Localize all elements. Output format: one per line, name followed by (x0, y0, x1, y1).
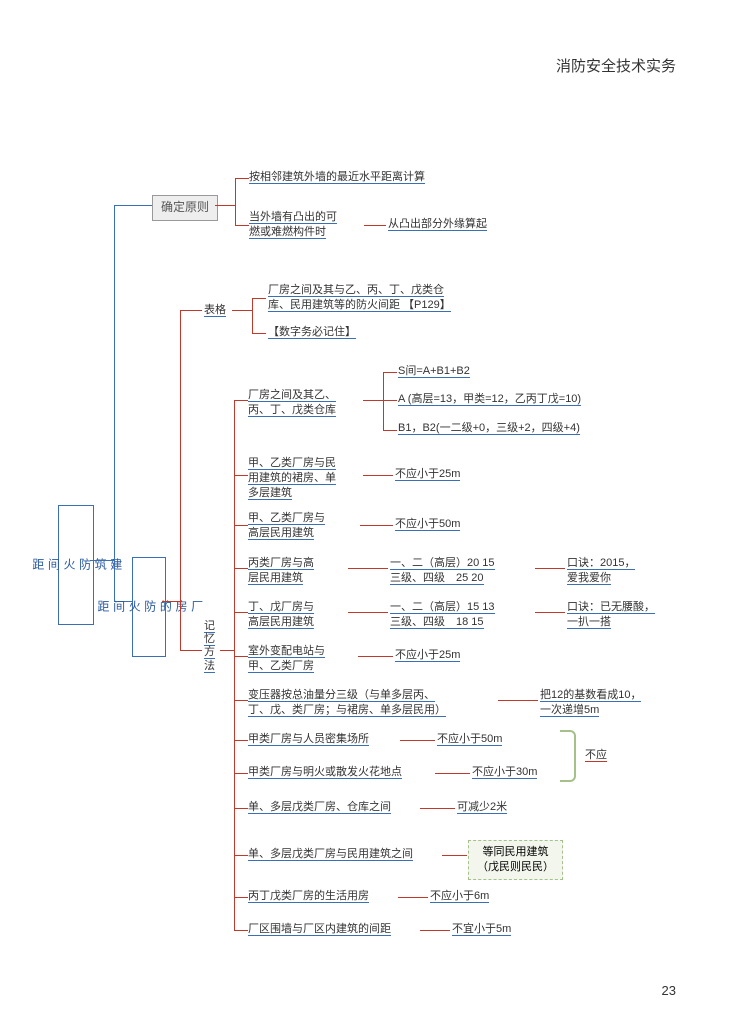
conn (383, 372, 397, 373)
m12-left: 丙丁戊类厂房的生活用房 (248, 889, 369, 904)
m7-left: 变压器按总油量分三级（与单多层丙、丁、戊、类厂房；与裙房、单多层民用） (248, 688, 498, 718)
conn (234, 568, 248, 569)
conn (398, 897, 428, 898)
conn (234, 740, 248, 741)
m1-left: 厂房之间及其乙、丙、丁、戊类仓库 (248, 388, 363, 418)
conn (234, 700, 248, 701)
conn (235, 225, 249, 226)
conn (535, 568, 565, 569)
conn (234, 400, 248, 401)
header-title: 消防安全技术实务 (556, 55, 676, 76)
section-principle: 确定原则 (152, 195, 218, 221)
m4-left: 丙类厂房与高层民用建筑 (248, 556, 348, 586)
conn (180, 310, 181, 650)
conn (252, 298, 253, 333)
conn (180, 310, 202, 311)
conn (220, 650, 234, 651)
s1-r2-right: 从凸出部分外缘算起 (388, 217, 487, 232)
conn (383, 400, 397, 401)
conn (114, 205, 115, 601)
m5-mid: 一、二（高层）15 13三级、四级 18 15 (390, 600, 535, 630)
m9-left: 甲类厂房与明火或散发火花地点 (248, 765, 402, 780)
brace-label: 不应 (585, 748, 607, 763)
m5-left: 丁、戊厂房与高层民用建筑 (248, 600, 348, 630)
m7-right: 把12的基数看成10，一次递增5m (540, 688, 670, 718)
root-box: 建筑防火间距 (58, 505, 94, 625)
conn (358, 656, 393, 657)
conn (498, 700, 538, 701)
table-line1: 厂房之间及其与乙、丙、丁、戊类仓库、民用建筑等的防火间距 【P129】 (268, 283, 528, 313)
conn (180, 650, 202, 651)
conn (363, 475, 393, 476)
conn (383, 372, 384, 430)
m13-left: 厂区围墙与厂区内建筑的间距 (248, 922, 391, 937)
conn (348, 612, 388, 613)
m13-right: 不宜小于5m (452, 922, 511, 937)
conn (252, 333, 266, 334)
table-note: 【数字务必记住】 (268, 325, 356, 340)
m6-right: 不应小于25m (395, 648, 460, 663)
conn (234, 808, 248, 809)
conn (232, 310, 252, 311)
m1-r3: B1，B2(一二级+0，三级+2，四级+4) (398, 421, 580, 436)
conn (360, 525, 393, 526)
m2-left: 甲、乙类厂房与民用建筑的裙房、单多层建筑 (248, 456, 363, 501)
m12-right: 不应小于6m (430, 889, 489, 904)
s1-r2-left: 当外墙有凸出的可燃或难燃构件时 (249, 210, 364, 240)
m6-left: 室外变配电站与甲、乙类厂房 (248, 644, 358, 674)
m11-right-box: 等同民用建筑（戊民则民民） (468, 840, 563, 880)
conn (234, 475, 248, 476)
conn (234, 400, 235, 930)
page-number: 23 (662, 983, 676, 998)
conn (400, 740, 435, 741)
m9-right: 不应小于30m (472, 765, 537, 780)
m4-right: 口诀：2015，爱我爱你 (567, 556, 677, 586)
m4-mid: 一、二（高层）20 15三级、四级 25 20 (390, 556, 535, 586)
conn (114, 205, 152, 206)
m10-left: 单、多层戊类厂房、仓库之间 (248, 800, 391, 815)
conn (234, 897, 248, 898)
m8-right: 不应小于50m (437, 732, 502, 747)
conn (348, 568, 388, 569)
s1-r1: 按相邻建筑外墙的最近水平距离计算 (249, 170, 469, 185)
sub-mnemonic: 记忆方法 (204, 620, 218, 673)
conn (442, 855, 467, 856)
conn (535, 612, 565, 613)
conn (363, 400, 383, 401)
conn (364, 225, 386, 226)
conn (420, 930, 450, 931)
conn (420, 808, 455, 809)
m2-right: 不应小于25m (395, 467, 460, 482)
brace (560, 730, 576, 782)
m1-r1: S间=A+B1+B2 (398, 364, 470, 379)
m5-right: 口诀：已无腰酸，一扒一搭 (567, 600, 687, 630)
m3-right: 不应小于50m (395, 517, 460, 532)
conn (235, 178, 236, 225)
conn (235, 178, 249, 179)
page: 消防安全技术实务 23 建筑防火间距 确定原则 按相邻建筑外墙的最近水平距离计算… (0, 0, 731, 1028)
sub-table: 表格 (204, 303, 226, 318)
m8-left: 甲类厂房与人员密集场所 (248, 732, 369, 747)
conn (234, 612, 248, 613)
conn (234, 656, 248, 657)
conn (234, 930, 248, 931)
m1-r2: A (高层=13，甲类=12，乙丙丁戊=10) (398, 392, 581, 407)
m3-left: 甲、乙类厂房与高层民用建筑 (248, 511, 358, 541)
conn (252, 298, 266, 299)
conn (435, 773, 470, 774)
sec2-box: 厂房的防火间距 (132, 557, 166, 657)
conn (234, 855, 248, 856)
conn (215, 205, 235, 206)
conn (90, 560, 114, 561)
m10-right: 可减少2米 (457, 800, 507, 815)
conn (234, 525, 248, 526)
conn (162, 601, 180, 602)
m11-left: 单、多层戊类厂房与民用建筑之间 (248, 847, 413, 862)
conn (234, 773, 248, 774)
conn (383, 430, 397, 431)
